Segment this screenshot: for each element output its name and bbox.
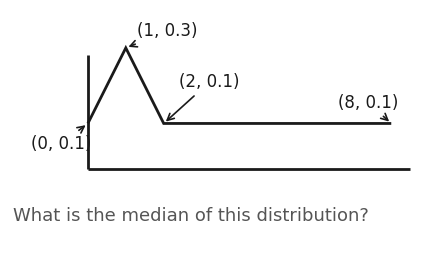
Text: What is the median of this distribution?: What is the median of this distribution? bbox=[13, 207, 369, 225]
Text: (2, 0.1): (2, 0.1) bbox=[167, 73, 239, 120]
Text: (8, 0.1): (8, 0.1) bbox=[338, 94, 399, 120]
Text: (0, 0.1): (0, 0.1) bbox=[31, 126, 91, 153]
Text: (1, 0.3): (1, 0.3) bbox=[130, 22, 198, 47]
